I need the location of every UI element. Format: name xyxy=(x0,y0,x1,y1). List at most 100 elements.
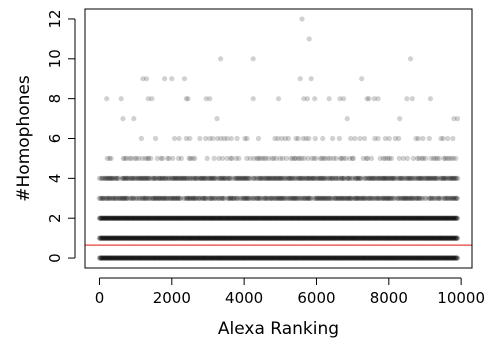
data-point xyxy=(165,255,171,261)
data-point xyxy=(123,235,129,241)
data-point xyxy=(164,235,170,241)
data-point xyxy=(178,255,184,261)
data-point xyxy=(218,235,224,241)
data-point xyxy=(399,255,405,261)
data-point xyxy=(203,255,209,261)
data-point xyxy=(369,255,375,261)
data-point xyxy=(419,255,425,261)
data-point xyxy=(437,255,443,261)
data-point xyxy=(118,96,124,102)
data-point xyxy=(288,255,294,261)
data-point xyxy=(284,255,290,261)
data-point xyxy=(107,255,113,261)
data-point xyxy=(164,255,171,261)
data-point xyxy=(203,255,209,261)
data-point xyxy=(158,235,164,241)
data-point xyxy=(168,235,174,241)
data-point xyxy=(219,255,225,261)
data-point xyxy=(320,255,326,261)
data-point xyxy=(143,76,150,82)
data-point xyxy=(250,255,256,261)
data-point xyxy=(163,255,169,261)
data-point xyxy=(302,255,308,261)
data-point xyxy=(129,235,135,241)
x-tick-label: 10000 xyxy=(437,289,485,307)
data-point xyxy=(140,235,146,241)
data-point xyxy=(110,255,116,261)
data-point xyxy=(255,135,262,142)
data-point xyxy=(317,255,323,261)
data-point xyxy=(354,255,360,261)
data-point xyxy=(208,255,214,261)
data-point xyxy=(175,255,181,261)
data-point xyxy=(106,255,112,261)
data-point xyxy=(319,255,325,261)
data-point xyxy=(235,235,241,241)
data-point xyxy=(113,255,119,261)
data-point xyxy=(103,235,109,241)
data-point xyxy=(175,255,181,261)
data-point xyxy=(145,235,151,241)
data-point xyxy=(131,235,137,241)
data-point xyxy=(169,76,175,82)
data-point xyxy=(211,255,218,261)
data-point xyxy=(287,255,293,261)
data-point xyxy=(121,235,127,241)
data-point xyxy=(98,235,104,241)
data-point xyxy=(179,255,185,261)
data-point xyxy=(187,135,193,142)
data-point xyxy=(174,235,180,241)
data-point xyxy=(148,235,154,241)
data-point xyxy=(252,235,258,241)
data-point xyxy=(213,255,219,261)
data-point xyxy=(127,235,133,241)
data-point xyxy=(366,255,372,261)
data-point xyxy=(436,255,442,261)
data-point xyxy=(337,255,343,261)
data-point xyxy=(309,255,315,261)
data-point xyxy=(305,255,311,261)
data-point xyxy=(248,235,255,241)
data-point xyxy=(121,255,127,261)
data-point xyxy=(260,255,266,261)
data-point xyxy=(300,255,306,261)
data-point xyxy=(215,255,222,261)
data-point xyxy=(440,255,446,261)
data-point xyxy=(166,235,172,241)
data-point xyxy=(174,235,180,241)
data-point xyxy=(160,255,166,261)
data-point xyxy=(96,235,102,241)
data-point xyxy=(234,255,240,261)
data-point xyxy=(311,255,317,261)
data-point xyxy=(300,255,306,261)
data-point xyxy=(197,255,203,261)
data-point xyxy=(357,255,363,261)
data-point xyxy=(161,255,167,261)
data-point xyxy=(423,255,429,261)
data-point xyxy=(454,255,460,261)
data-point xyxy=(255,255,261,261)
data-point xyxy=(435,255,441,261)
data-point xyxy=(412,255,418,261)
data-point xyxy=(312,96,318,102)
data-point xyxy=(152,255,158,261)
data-point xyxy=(292,235,298,241)
data-point xyxy=(168,255,175,261)
data-point xyxy=(192,255,198,261)
data-point xyxy=(185,255,192,261)
data-point xyxy=(364,255,370,261)
data-point xyxy=(299,255,305,261)
data-point xyxy=(301,255,307,261)
data-point xyxy=(118,235,124,241)
data-point xyxy=(335,255,342,261)
data-point xyxy=(417,255,423,261)
data-point xyxy=(423,155,429,161)
data-point xyxy=(176,255,182,261)
data-point xyxy=(188,255,194,261)
data-point xyxy=(132,255,138,261)
data-point xyxy=(421,255,427,261)
data-point xyxy=(325,255,331,261)
data-point xyxy=(235,255,241,261)
data-point xyxy=(159,235,165,241)
data-point xyxy=(150,255,156,261)
